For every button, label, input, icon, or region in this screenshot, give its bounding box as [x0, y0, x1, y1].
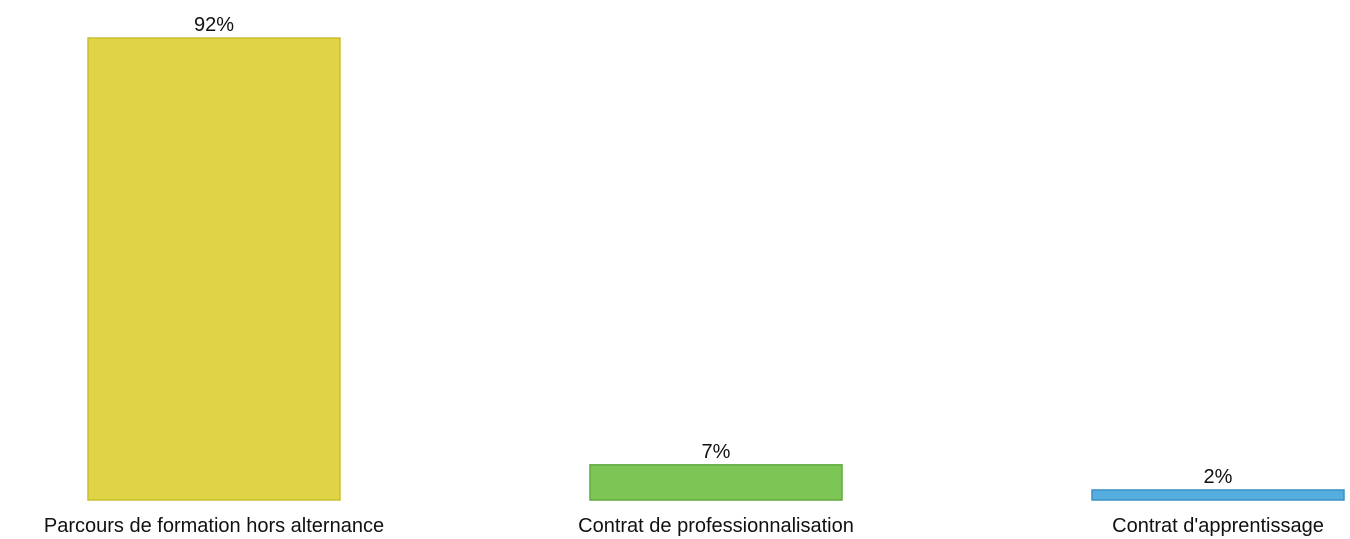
value-label-2: 2% — [1204, 466, 1233, 488]
value-label-0: 92% — [194, 14, 234, 36]
value-labels-group: 92% 7% 2% — [194, 14, 1233, 488]
category-label-1: Contrat de professionnalisation — [578, 515, 854, 537]
category-label-0: Parcours de formation hors alternance — [44, 515, 384, 537]
bar-1 — [589, 464, 843, 501]
bars-group — [87, 37, 1345, 501]
value-label-1: 7% — [702, 441, 731, 463]
bar-2 — [1091, 489, 1345, 501]
category-labels-group: Parcours de formation hors alternance Con… — [44, 515, 1324, 537]
bar-0 — [87, 37, 341, 501]
category-label-2: Contrat d'apprentissage — [1112, 515, 1324, 537]
